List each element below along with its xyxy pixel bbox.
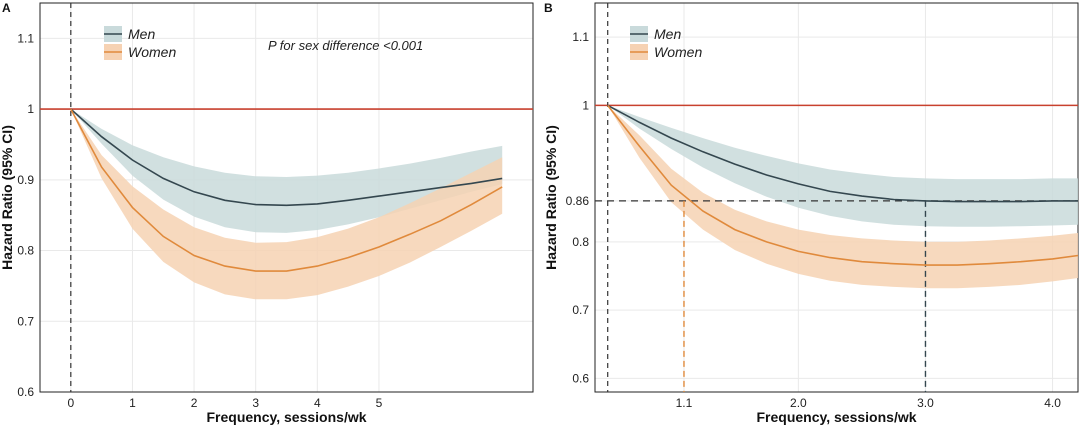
legend-label-women: Women [128, 44, 176, 60]
y-tick-label: 0.7 [17, 314, 34, 328]
y-tick-label: 1 [582, 98, 589, 112]
series-line-women [70, 108, 503, 272]
panel-label: B [544, 1, 553, 15]
panel-b: 0.6 0.7 0.8 0.86 1 1.1 1.1 2.0 3.0 4.0 Frequency, … [543, 1, 1079, 425]
x-tick-label: 0 [67, 396, 74, 410]
legend-label-men: Men [128, 26, 155, 42]
y-tick-label: 0.7 [572, 303, 589, 317]
x-tick-label: 4 [314, 396, 321, 410]
y-axis-title: Hazard Ratio (95% CI) [0, 125, 15, 270]
y-tick-label: 0.8 [17, 244, 34, 258]
y-tick-label: 0.6 [572, 371, 589, 385]
legend-label-women: Women [654, 44, 702, 60]
panel-a: 0.6 0.7 0.8 0.9 1 1.1 0 1 2 3 4 5 Frequency, session… [0, 1, 534, 425]
y-tick-label: 1.1 [17, 31, 34, 45]
legend-label-men: Men [654, 26, 681, 42]
x-tick-label: 1 [129, 396, 136, 410]
ci-band-women [70, 109, 503, 300]
x-tick-label: 4.0 [1044, 396, 1061, 410]
y-tick-label: 0.86 [566, 194, 590, 208]
annotation-text: P for sex difference <0.001 [268, 38, 423, 53]
series-line-women [607, 104, 1079, 266]
y-tick-label: 0.8 [572, 235, 589, 249]
y-tick-label: 1.1 [572, 30, 589, 44]
y-tick-label: 0.6 [17, 385, 34, 399]
panel-label: A [2, 1, 11, 15]
ci-band-men [607, 105, 1078, 227]
y-tick-label: 0.9 [17, 173, 34, 187]
x-tick-label: 3 [252, 396, 259, 410]
x-tick-label: 1.1 [676, 396, 693, 410]
x-axis-title: Frequency, sessions/wk [756, 409, 916, 425]
series-line-men [70, 108, 503, 207]
x-tick-label: 2 [191, 396, 198, 410]
ci-band-men [70, 109, 503, 233]
series-line-men [607, 104, 1078, 203]
y-axis-title: Hazard Ratio (95% CI) [543, 125, 559, 270]
x-axis-title: Frequency, sessions/wk [206, 409, 366, 425]
x-tick-label: 5 [376, 396, 383, 410]
ci-band-women [607, 105, 1078, 289]
x-tick-label: 2.0 [790, 396, 807, 410]
x-tick-label: 3.0 [917, 396, 934, 410]
y-tick-label: 1 [27, 102, 34, 116]
plot-frame [39, 2, 534, 393]
